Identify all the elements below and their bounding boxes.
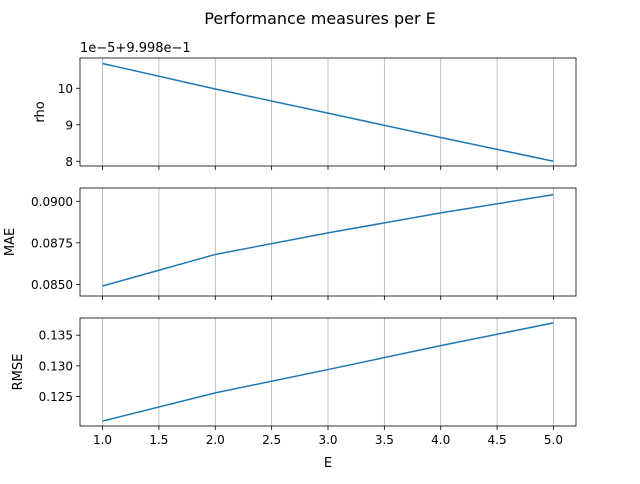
x-tick-label: 5.0 bbox=[544, 433, 563, 447]
mae-y-tick-label: 0.0875 bbox=[31, 236, 73, 250]
x-tick-label: 2.5 bbox=[262, 433, 281, 447]
x-tick-label: 1.0 bbox=[93, 433, 112, 447]
rho-y-ticks: 8 9 10 bbox=[58, 82, 80, 169]
rho-y-tick-label: 8 bbox=[65, 155, 73, 169]
rho-axis-label: rho bbox=[33, 101, 48, 122]
rho-offset-label: 1e−5+9.998e−1 bbox=[80, 41, 191, 56]
mae-series-line bbox=[102, 193, 554, 287]
mae-gridlines bbox=[102, 188, 554, 296]
mae-panel-border bbox=[79, 187, 577, 297]
x-tick-label: 3.0 bbox=[318, 433, 337, 447]
x-tick-label: 2.0 bbox=[206, 433, 225, 447]
rho-series-line bbox=[102, 62, 554, 162]
rmse-panel-border bbox=[79, 317, 577, 427]
x-tick-label: 3.5 bbox=[375, 433, 394, 447]
rho-panel-border bbox=[79, 57, 577, 167]
rho-x-ticks bbox=[102, 166, 554, 170]
mae-x-ticks bbox=[102, 296, 554, 300]
chart-title: Performance measures per E bbox=[204, 9, 435, 28]
mae-y-ticks: 0.0850 0.0875 0.0900 bbox=[31, 195, 80, 292]
x-tick-label: 4.0 bbox=[431, 433, 450, 447]
rmse-x-ticks: 1.0 1.5 2.0 2.5 3.0 3.5 4.0 4.5 5.0 bbox=[93, 426, 563, 447]
x-axis-label: E bbox=[324, 456, 332, 471]
rmse-panel: 1.0 1.5 2.0 2.5 3.0 3.5 4.0 4.5 5.0 0.1250.1300.… bbox=[11, 317, 577, 447]
rmse-gridlines bbox=[102, 318, 554, 426]
x-tick-label: 4.5 bbox=[488, 433, 507, 447]
mae-y-tick-label: 0.0850 bbox=[31, 278, 73, 292]
rmse-y-tick-label: 0.130 bbox=[39, 359, 73, 373]
rmse-axis-label: RMSE bbox=[11, 354, 26, 391]
rho-gridlines bbox=[102, 58, 554, 166]
rmse-y-tick-label: 0.135 bbox=[39, 329, 73, 343]
x-tick-label: 1.5 bbox=[149, 433, 168, 447]
rmse-y-tick-label: 0.125 bbox=[39, 390, 73, 404]
rmse-y-ticks: 0.125 0.130 0.135 bbox=[39, 329, 80, 404]
mae-panel: 0.0850 0.0875 0.0900 MAE bbox=[3, 187, 577, 300]
rho-panel: 8 9 10 1e−5+9.998e−1 rho bbox=[33, 41, 577, 170]
rho-y-tick-label: 9 bbox=[65, 118, 73, 132]
mae-y-tick-label: 0.0900 bbox=[31, 195, 73, 209]
rmse-series-line bbox=[102, 322, 554, 422]
rho-y-tick-label: 10 bbox=[58, 82, 73, 96]
mae-axis-label: MAE bbox=[3, 228, 18, 256]
